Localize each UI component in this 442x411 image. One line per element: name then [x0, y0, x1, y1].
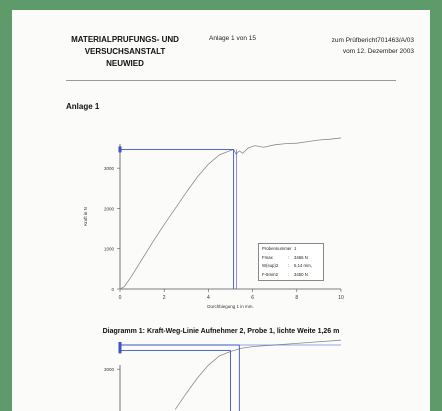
- x-tick-label: 4: [207, 295, 210, 301]
- institute-line: NEUWIED: [106, 59, 144, 68]
- chart-caption: Diagramm 1: Kraft-Weg-Linie Aufnehmer 2,…: [102, 328, 340, 335]
- document-page: MATERIALPRUFUNGS- UND VERSUCHSANSTALT NE…: [12, 10, 430, 411]
- legend-row: Probennummer:1: [262, 245, 320, 254]
- legend-row: W(sup)2:5,14 mm,: [262, 262, 320, 271]
- y-tick-label: 2000: [104, 206, 115, 211]
- x-tick-label: 2: [163, 295, 166, 301]
- y-tick-label: 1000: [104, 247, 115, 252]
- header-divider: [66, 80, 396, 81]
- legend-key: Fmax: [262, 254, 273, 260]
- page-count: Anlage 1 von 15: [209, 35, 256, 42]
- legend-value: 5,14 mm,: [294, 263, 312, 268]
- section-title: Anlage 1: [66, 102, 100, 111]
- chart-canvas: 0 2 4 6 8 10 0 1000 2000 3000 Durchbiegung 1 in mm…: [83, 137, 344, 411]
- x-tick-label: 6: [251, 295, 254, 301]
- legend-row: F-5mm2:3450 N: [262, 271, 320, 280]
- y-axis-label: Kraft in N: [83, 207, 88, 226]
- legend-value: 1: [294, 246, 297, 251]
- marker-2: [118, 347, 122, 354]
- legend-key: W(sup)2: [262, 263, 279, 268]
- x-axis-label: Durchbiegung 1 in mm.: [207, 304, 254, 309]
- report-date: vom 12. Dezember 2003: [342, 48, 414, 55]
- institute-name: MATERIALPRUFUNGS- UND VERSUCHSANSTALT NE…: [66, 34, 184, 70]
- x-tick-label: 10: [338, 295, 344, 301]
- legend-row: Fmax:3466 N: [262, 254, 320, 263]
- force-displacement-line-2: [174, 339, 342, 410]
- legend-value: 3450 N: [294, 271, 308, 277]
- report-reference: zum Prüfbericht701463/A/03 vom 12. Dezem…: [332, 35, 414, 57]
- fmax-marker: [118, 146, 122, 153]
- y-tick-label: 3000: [104, 166, 115, 171]
- institute-line: MATERIALPRUFUNGS- UND: [71, 35, 179, 44]
- legend-key: F-5mm2: [262, 271, 278, 277]
- chart-legend-box: Probennummer:1 Fmax:3466 N W(sup)2:5,14 …: [258, 243, 324, 281]
- legend-value: 3466 N: [294, 254, 308, 260]
- marker-2: [118, 342, 122, 348]
- x-tick-label: 0: [119, 295, 122, 301]
- report-number: zum Prüfbericht701463/A/03: [331, 37, 414, 44]
- x-tick-label: 8: [295, 295, 298, 301]
- y-tick-label-2: 3000: [104, 367, 115, 372]
- force-displacement-line: [119, 137, 342, 290]
- legend-key: Probennummer: [262, 246, 292, 251]
- y-tick-label: 0: [111, 287, 114, 292]
- institute-line: VERSUCHSANSTALT: [84, 47, 166, 56]
